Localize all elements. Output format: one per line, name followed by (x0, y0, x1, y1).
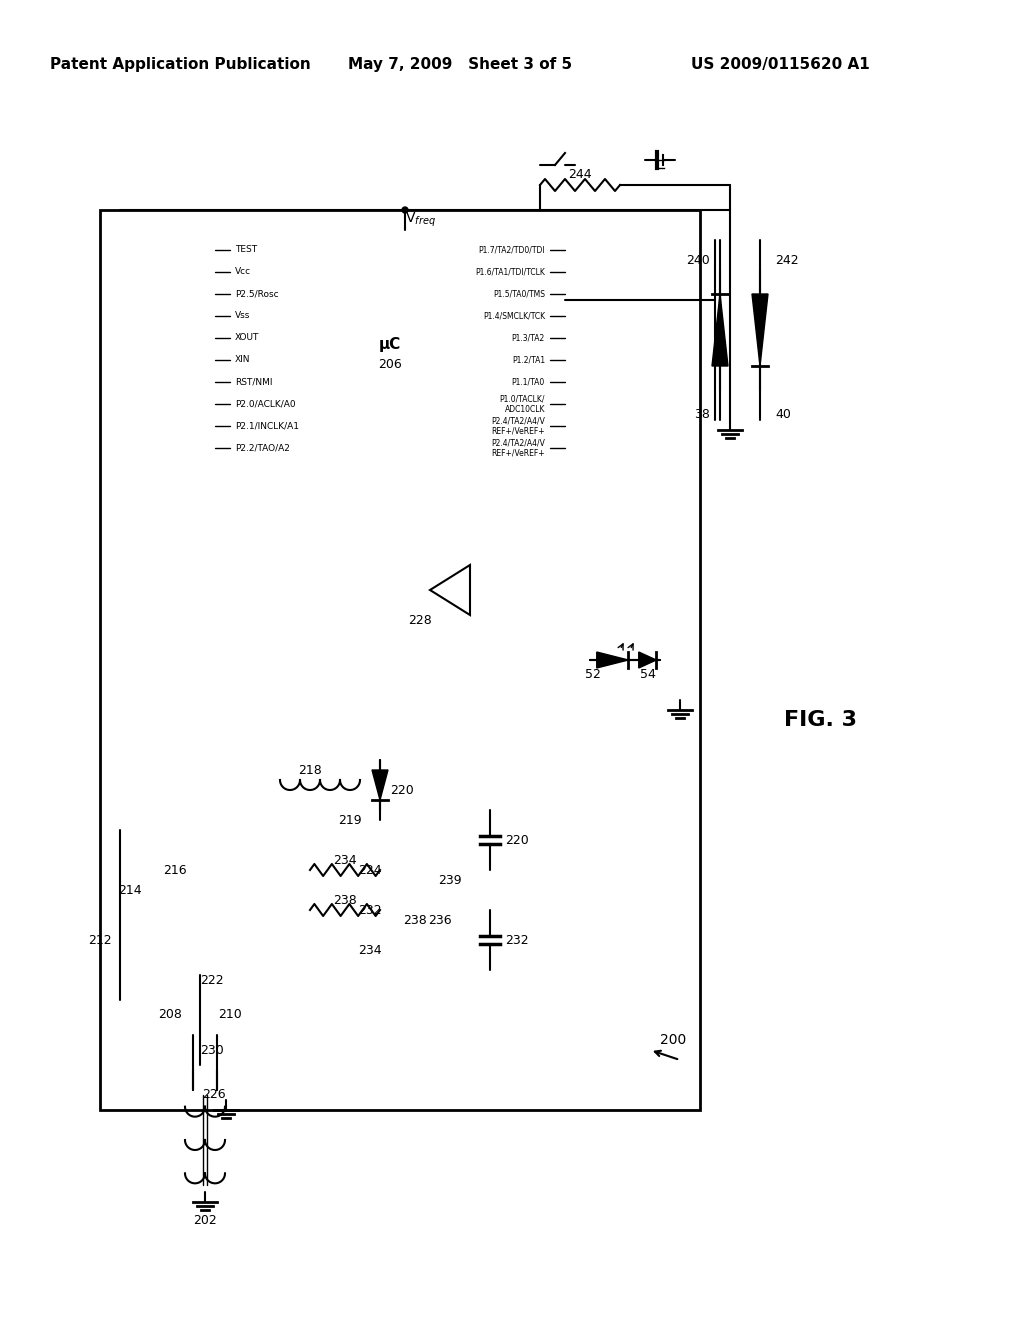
Text: 234: 234 (358, 944, 382, 957)
Text: RST/NMI: RST/NMI (234, 378, 272, 387)
Text: 226: 226 (203, 1089, 226, 1101)
Text: P1.3/TA2: P1.3/TA2 (512, 334, 545, 342)
Text: Vss: Vss (234, 312, 251, 321)
Text: 40: 40 (775, 408, 791, 421)
Text: 208: 208 (158, 1008, 182, 1022)
Text: Patent Application Publication: Patent Application Publication (49, 58, 310, 73)
Text: V$_{freq}$: V$_{freq}$ (406, 211, 436, 230)
Text: 202: 202 (194, 1213, 217, 1226)
Text: μC: μC (379, 338, 401, 352)
Text: P2.0/ACLK/A0: P2.0/ACLK/A0 (234, 400, 296, 408)
Polygon shape (597, 652, 629, 668)
Polygon shape (712, 294, 728, 366)
Text: 222: 222 (200, 974, 223, 986)
Text: P1.5/TA0/TMS: P1.5/TA0/TMS (493, 289, 545, 298)
Circle shape (402, 207, 408, 213)
Text: XOUT: XOUT (234, 334, 259, 342)
Text: P1.1/TA0: P1.1/TA0 (512, 378, 545, 387)
Text: P1.0/TACLK/
ADC10CLK: P1.0/TACLK/ ADC10CLK (500, 395, 545, 413)
Text: TEST: TEST (234, 246, 257, 255)
Text: 54: 54 (640, 668, 656, 681)
Text: 224: 224 (358, 863, 382, 876)
Polygon shape (372, 770, 388, 800)
Text: 200: 200 (660, 1034, 686, 1047)
Text: 232: 232 (505, 933, 528, 946)
Text: XIN: XIN (234, 355, 251, 364)
Text: 210: 210 (218, 1008, 242, 1022)
Text: 218: 218 (298, 763, 322, 776)
Text: P2.4/TA2/A4/V
REF+/VeREF+: P2.4/TA2/A4/V REF+/VeREF+ (492, 438, 545, 458)
Text: 232: 232 (358, 903, 382, 916)
Text: 212: 212 (88, 933, 112, 946)
Text: FIG. 3: FIG. 3 (783, 710, 856, 730)
Text: P2.2/TAO/A2: P2.2/TAO/A2 (234, 444, 290, 453)
Text: 214: 214 (118, 883, 141, 896)
Text: 219: 219 (338, 813, 361, 826)
Text: 238: 238 (403, 913, 427, 927)
Text: US 2009/0115620 A1: US 2009/0115620 A1 (690, 58, 869, 73)
Text: 244: 244 (568, 169, 592, 181)
Text: 38: 38 (694, 408, 710, 421)
Text: P2.5/Rosc: P2.5/Rosc (234, 289, 279, 298)
Text: 234: 234 (333, 854, 356, 866)
Text: 216: 216 (163, 863, 186, 876)
Text: 230: 230 (200, 1044, 224, 1056)
Bar (100, 210, 700, 1110)
Text: 52: 52 (585, 668, 601, 681)
Text: P1.2/TA1: P1.2/TA1 (512, 355, 545, 364)
Text: P1.4/SMCLK/TCK: P1.4/SMCLK/TCK (483, 312, 545, 321)
Text: 220: 220 (390, 784, 414, 796)
Text: P1.6/TA1/TDI/TCLK: P1.6/TA1/TDI/TCLK (475, 268, 545, 276)
Text: 240: 240 (686, 253, 710, 267)
Text: 236: 236 (428, 913, 452, 927)
Bar (230, 230, 550, 470)
Text: P2.1/INCLK/A1: P2.1/INCLK/A1 (234, 421, 299, 430)
Text: P1.7/TA2/TD0/TDI: P1.7/TA2/TD0/TDI (478, 246, 545, 255)
Text: 228: 228 (409, 614, 432, 627)
Text: 220: 220 (505, 833, 528, 846)
Text: 239: 239 (438, 874, 462, 887)
Text: P2.4/TA2/A4/V
REF+/VeREF+: P2.4/TA2/A4/V REF+/VeREF+ (492, 416, 545, 436)
Text: Vcc: Vcc (234, 268, 251, 276)
Text: May 7, 2009   Sheet 3 of 5: May 7, 2009 Sheet 3 of 5 (348, 58, 572, 73)
Polygon shape (639, 652, 656, 668)
Polygon shape (752, 294, 768, 366)
Text: 238: 238 (333, 894, 357, 907)
Text: 206: 206 (378, 359, 401, 371)
Bar (360, 325, 420, 366)
Text: 242: 242 (775, 253, 799, 267)
